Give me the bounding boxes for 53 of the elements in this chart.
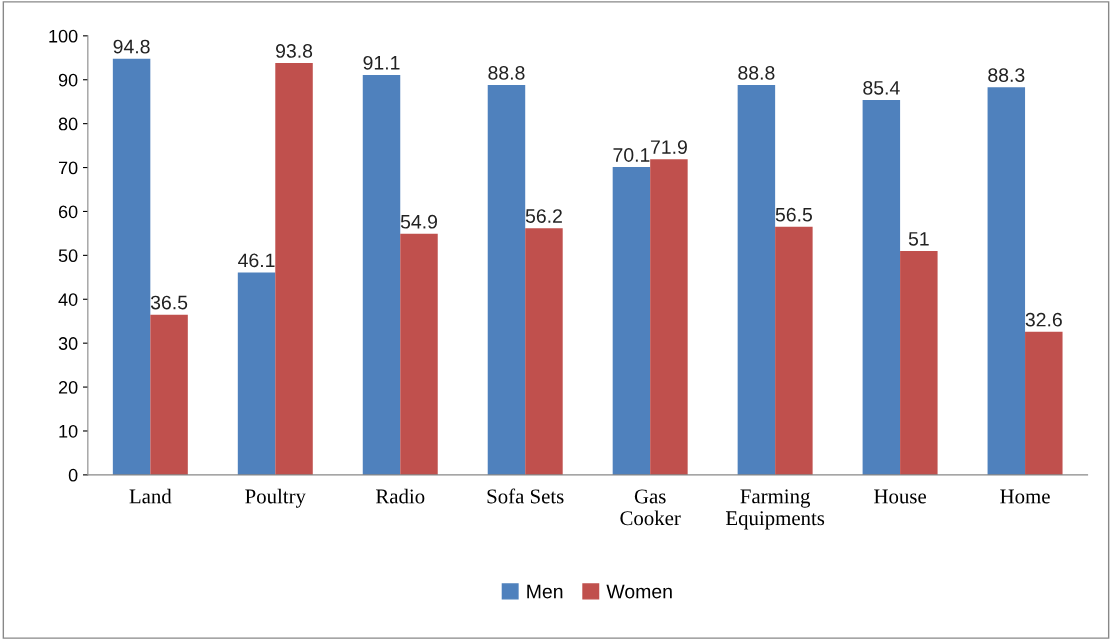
y-tick-label: 20 (58, 381, 78, 394)
y-tick-label: 60 (58, 205, 78, 219)
bar (400, 233, 438, 475)
x-tick-label: Poultry (245, 488, 306, 508)
x-tick-label: Home (1000, 489, 1050, 504)
data-label: 88.3 (988, 68, 1025, 82)
data-label: 51 (908, 232, 929, 246)
bar (275, 63, 313, 475)
bar (737, 85, 776, 475)
legend-label: Men (527, 584, 563, 599)
bar (650, 159, 688, 475)
bar (612, 167, 651, 475)
y-tick-label: 40 (58, 293, 78, 306)
x-tick-label: Sofa Sets (487, 488, 564, 504)
x-tick-label: Radio (375, 488, 425, 504)
data-label: 93.8 (276, 44, 313, 58)
y-tick-label: 0 (68, 468, 78, 482)
y-tick-label: 80 (58, 117, 78, 131)
bar (987, 87, 1026, 475)
x-tick-label: Farming Equipments (725, 489, 825, 530)
bar (487, 85, 526, 475)
data-label: 54.9 (400, 214, 437, 229)
x-tick-label: Land (129, 488, 172, 504)
x-tick-label: House (874, 489, 926, 504)
bar (525, 228, 563, 475)
y-tick-label: 50 (58, 249, 78, 263)
data-label: 71.9 (650, 140, 687, 154)
data-label: 56.2 (525, 209, 562, 223)
bar (775, 226, 813, 475)
data-label: 88.8 (738, 66, 775, 80)
legend-label: Women (606, 584, 672, 599)
bar (150, 314, 188, 475)
data-label: 46.1 (238, 253, 275, 268)
bar (237, 272, 276, 475)
x-tick-label: Gas Cooker (620, 489, 681, 526)
bar (1025, 331, 1063, 475)
data-label: 94.8 (113, 39, 150, 54)
y-tick-label: 30 (58, 337, 78, 350)
data-label: 91.1 (363, 55, 400, 70)
data-label: 36.5 (150, 295, 188, 310)
y-tick-label: 100 (49, 29, 78, 43)
data-label: 88.8 (488, 66, 525, 80)
data-label: 70.1 (613, 148, 650, 162)
data-label: 56.5 (775, 207, 812, 222)
data-label: 85.4 (863, 80, 900, 95)
y-tick-label: 90 (58, 73, 78, 87)
bar (862, 99, 901, 475)
bar (112, 58, 151, 475)
y-tick-label: 70 (58, 161, 78, 175)
data-label: 32.6 (1025, 312, 1062, 327)
bar (900, 250, 938, 475)
y-tick-label: 10 (59, 424, 78, 438)
bar (362, 74, 401, 475)
